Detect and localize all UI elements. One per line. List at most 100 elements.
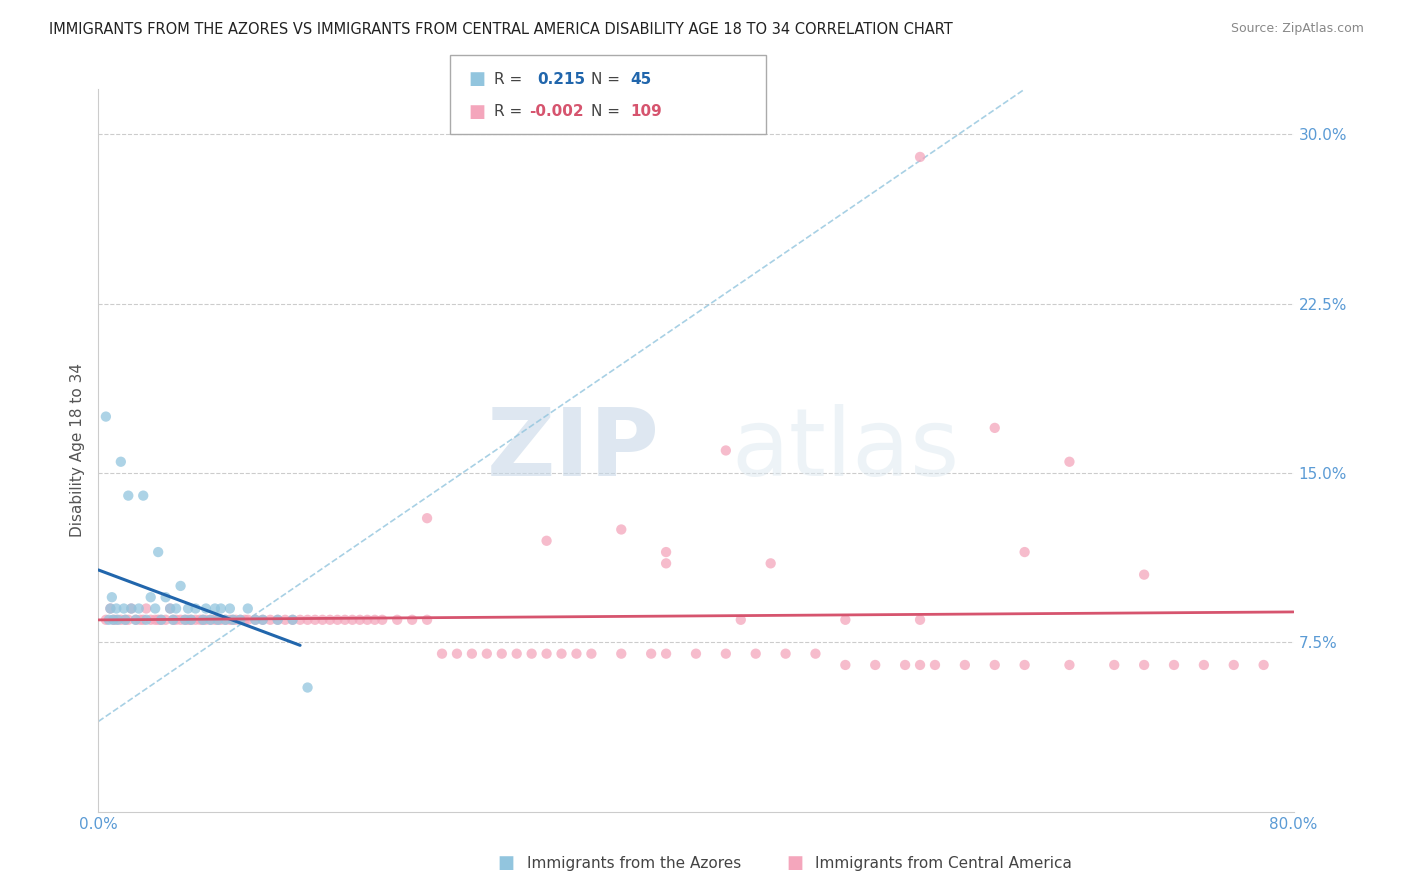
Point	[536, 647, 558, 661]
Point	[219, 613, 242, 627]
Point	[229, 613, 252, 627]
Text: Source: ZipAtlas.com: Source: ZipAtlas.com	[1230, 22, 1364, 36]
Point	[97, 613, 120, 627]
Point	[236, 613, 259, 627]
Point	[252, 613, 274, 627]
Point	[94, 613, 117, 627]
Point	[117, 613, 139, 627]
Point	[319, 613, 342, 627]
Point	[304, 613, 326, 627]
Point	[174, 613, 197, 627]
Y-axis label: Disability Age 18 to 34: Disability Age 18 to 34	[69, 363, 84, 538]
Point	[640, 647, 662, 661]
Point	[1133, 567, 1156, 582]
Point	[148, 545, 170, 559]
Point	[894, 657, 917, 672]
Point	[162, 613, 184, 627]
Point	[139, 591, 162, 605]
Point	[953, 657, 976, 672]
Point	[924, 657, 946, 672]
Point	[610, 647, 633, 661]
Point	[165, 613, 187, 627]
Point	[120, 601, 142, 615]
Point	[311, 613, 333, 627]
Point	[159, 601, 181, 615]
Point	[326, 613, 349, 627]
Point	[98, 601, 122, 615]
Point	[364, 613, 387, 627]
Point	[207, 613, 229, 627]
Point	[112, 601, 135, 615]
Text: ZIP: ZIP	[488, 404, 661, 497]
Point	[148, 613, 170, 627]
Text: ■: ■	[468, 70, 485, 88]
Point	[103, 613, 125, 627]
Text: N =: N =	[591, 104, 620, 120]
Point	[416, 511, 439, 525]
Point	[236, 601, 259, 615]
Point	[222, 613, 245, 627]
Point	[865, 657, 887, 672]
Point	[101, 591, 124, 605]
Point	[550, 647, 572, 661]
Point	[1133, 657, 1156, 672]
Point	[200, 613, 222, 627]
Point	[191, 613, 214, 627]
Point	[288, 613, 311, 627]
Point	[233, 613, 256, 627]
Point	[714, 647, 737, 661]
Point	[110, 455, 132, 469]
Point	[114, 613, 136, 627]
Point	[349, 613, 371, 627]
Point	[267, 613, 290, 627]
Point	[775, 647, 797, 661]
Point	[984, 657, 1007, 672]
Point	[1059, 657, 1081, 672]
Point	[162, 613, 184, 627]
Point	[129, 613, 152, 627]
Point	[281, 613, 304, 627]
Point	[506, 647, 529, 661]
Point	[245, 613, 267, 627]
Point	[520, 647, 543, 661]
Point	[184, 613, 207, 627]
Point	[1192, 657, 1215, 672]
Point	[169, 579, 191, 593]
Point	[174, 613, 197, 627]
Point	[297, 613, 319, 627]
Point	[333, 613, 356, 627]
Point	[536, 533, 558, 548]
Point	[165, 601, 187, 615]
Point	[1253, 657, 1275, 672]
Point	[655, 647, 678, 661]
Point	[191, 613, 214, 627]
Text: ■: ■	[498, 855, 515, 872]
Text: R =: R =	[494, 71, 522, 87]
Point	[356, 613, 378, 627]
Text: 109: 109	[630, 104, 662, 120]
Point	[98, 601, 122, 615]
Point	[1014, 545, 1036, 559]
Point	[834, 613, 856, 627]
Point	[1014, 657, 1036, 672]
Text: ■: ■	[468, 103, 485, 121]
Point	[132, 613, 155, 627]
Point	[342, 613, 364, 627]
Point	[135, 613, 157, 627]
Point	[1163, 657, 1185, 672]
Text: R =: R =	[494, 104, 522, 120]
Point	[177, 601, 200, 615]
Point	[401, 613, 423, 627]
Point	[908, 613, 931, 627]
Point	[128, 601, 150, 615]
Text: N =: N =	[591, 71, 620, 87]
Point	[132, 489, 155, 503]
Point	[204, 613, 226, 627]
Point	[105, 601, 128, 615]
Text: ■: ■	[786, 855, 803, 872]
Point	[184, 601, 207, 615]
Point	[180, 613, 202, 627]
Point	[225, 613, 247, 627]
Point	[229, 613, 252, 627]
Point	[385, 613, 409, 627]
